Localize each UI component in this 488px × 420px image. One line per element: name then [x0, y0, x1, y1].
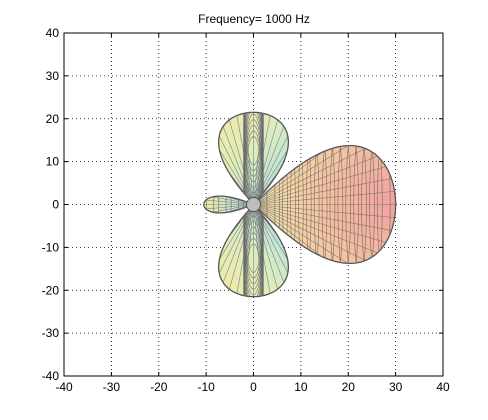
mesh-spoke [203, 196, 254, 205]
mesh-spoke [253, 112, 279, 205]
mesh-spoke [253, 204, 289, 297]
mesh-spoke [228, 204, 254, 297]
mesh-spoke [253, 204, 289, 297]
mesh-spoke [218, 112, 254, 205]
mesh-spoke [218, 204, 254, 297]
mesh-spoke [253, 112, 267, 205]
x-tick-label: 40 [436, 380, 450, 394]
y-tick-label: 40 [46, 26, 60, 40]
x-tick-label: 0 [250, 380, 257, 394]
mesh-spoke [253, 204, 279, 297]
x-axis-tick-labels: -40 -30 -20 -10 0 10 20 30 40 [55, 380, 450, 394]
y-tick-label: -10 [42, 240, 60, 254]
y-tick-label: -40 [42, 369, 60, 383]
mesh-spoke [253, 204, 289, 297]
mesh-spoke [240, 112, 254, 205]
y-tick-label: 30 [46, 69, 60, 83]
mesh-spoke [218, 112, 254, 205]
y-tick-label: -20 [42, 283, 60, 297]
mesh-spoke [253, 112, 289, 205]
x-tick-label: 30 [389, 380, 403, 394]
mesh-spoke [253, 204, 267, 297]
axis-ticks [63, 32, 444, 377]
mesh-spoke [240, 204, 254, 297]
mesh-spoke [253, 204, 390, 264]
chart-title: Frequency= 1000 Hz [198, 12, 310, 26]
mesh-spoke [253, 145, 396, 205]
mesh-spoke [203, 204, 254, 213]
mesh-spoke [218, 204, 254, 297]
mesh-spoke [253, 187, 396, 205]
mesh-spoke [203, 198, 254, 205]
mesh-spoke [253, 204, 396, 239]
mesh-spoke [203, 196, 254, 205]
mesh-spoke [253, 145, 396, 205]
mesh-spoke [228, 112, 254, 205]
mesh-spoke [253, 204, 396, 264]
mesh-spoke [253, 204, 289, 297]
x-tick-label: 10 [294, 380, 308, 394]
x-tick-label: -40 [55, 380, 73, 394]
y-axis-tick-labels: -40 -30 -20 -10 0 10 20 30 40 [42, 26, 60, 383]
mesh-spoke [218, 112, 254, 205]
mesh-spoke [218, 112, 254, 205]
mesh-spoke [253, 145, 396, 205]
mesh-spoke [253, 170, 396, 205]
mesh-spoke [253, 204, 396, 222]
mesh-spoke [253, 112, 289, 205]
mesh-spoke [218, 112, 254, 205]
mesh-spoke [253, 112, 289, 205]
mesh-spoke [253, 204, 289, 297]
mesh-spoke [253, 112, 289, 205]
y-tick-label: -30 [42, 326, 60, 340]
x-tick-label: -10 [197, 380, 215, 394]
mesh-spoke [203, 204, 254, 211]
mesh-spoke [218, 204, 254, 297]
mesh-spoke [253, 204, 396, 264]
mesh-spoke [253, 145, 390, 205]
y-tick-label: 20 [46, 112, 60, 126]
y-tick-label: 0 [52, 198, 59, 212]
mesh-spoke [218, 204, 254, 297]
x-tick-label: 20 [342, 380, 356, 394]
y-tick-label: 10 [46, 155, 60, 169]
mesh-spoke [253, 204, 396, 256]
mesh-spoke [203, 204, 254, 213]
mesh-spoke [253, 204, 396, 264]
x-tick-label: -20 [150, 380, 168, 394]
origin-hub [246, 197, 261, 212]
x-tick-label: -30 [103, 380, 121, 394]
mesh-spoke [253, 153, 396, 205]
mesh-spoke [253, 112, 289, 205]
mesh-spoke [218, 204, 254, 297]
